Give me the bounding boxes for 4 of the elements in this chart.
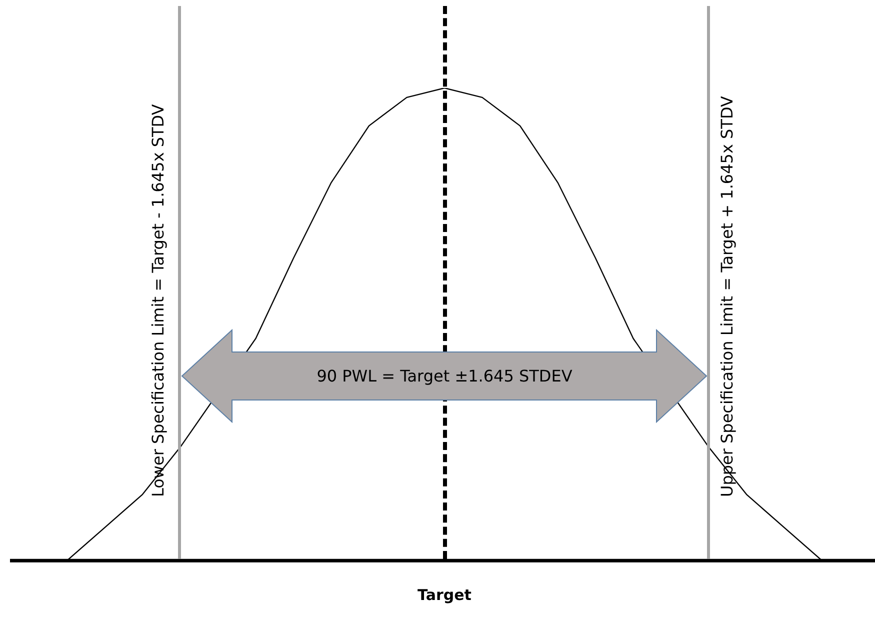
annotation: 90 PWL = Target ±1.645 STDEV [316,366,572,386]
annotation: Upper Specification Limit = Target + 1.645x STDV [717,96,736,497]
annotation: Lower Specification Limit = Target - 1.645x STDV [148,104,168,497]
x-axis-title: Target [418,586,472,604]
